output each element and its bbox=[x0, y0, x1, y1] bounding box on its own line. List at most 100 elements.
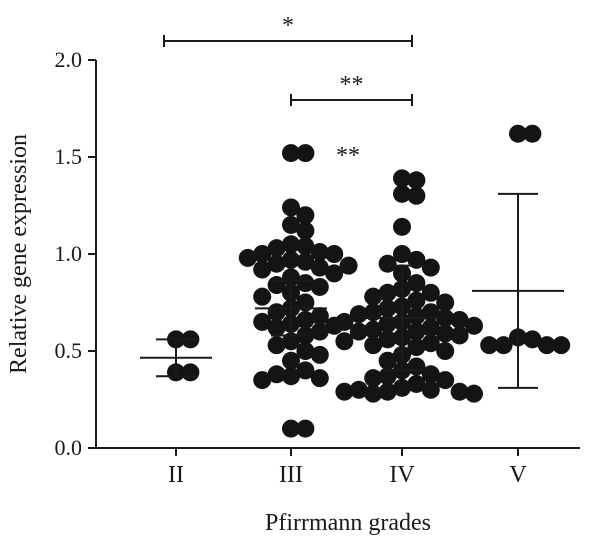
data-point bbox=[364, 384, 383, 403]
data-point bbox=[282, 367, 300, 386]
x-axis-label: Pfirrmann grades bbox=[265, 510, 431, 536]
data-point bbox=[364, 287, 383, 306]
data-point bbox=[282, 235, 300, 254]
data-point bbox=[282, 144, 300, 163]
data-point bbox=[552, 336, 571, 355]
data-point bbox=[421, 258, 440, 277]
data-point bbox=[465, 384, 483, 403]
data-point bbox=[253, 371, 272, 390]
data-point bbox=[296, 237, 315, 256]
data-point bbox=[253, 287, 272, 306]
y-tick-label: 1.5 bbox=[55, 144, 83, 169]
data-point bbox=[310, 258, 329, 277]
data-point bbox=[436, 342, 455, 360]
data-point bbox=[450, 326, 469, 345]
data-point bbox=[378, 299, 397, 318]
data-point bbox=[378, 254, 397, 273]
data-point bbox=[393, 217, 411, 236]
data-point bbox=[282, 351, 300, 370]
data-point bbox=[267, 336, 286, 355]
data-point bbox=[393, 245, 411, 263]
data-point bbox=[421, 283, 440, 302]
data-point bbox=[282, 250, 300, 269]
data-point bbox=[421, 365, 440, 384]
data-point bbox=[310, 243, 329, 262]
data-point bbox=[296, 144, 315, 163]
data-point bbox=[267, 254, 286, 273]
data-point bbox=[310, 369, 329, 388]
data-point bbox=[378, 382, 397, 401]
data-point bbox=[378, 330, 397, 349]
data-point bbox=[238, 248, 257, 267]
significance-annotations: ***** bbox=[163, 13, 413, 169]
significance-label: ** bbox=[336, 143, 360, 169]
x-tick-label: IV bbox=[389, 462, 415, 488]
data-point bbox=[349, 322, 368, 341]
data-point bbox=[325, 264, 344, 283]
data-point bbox=[509, 124, 527, 143]
data-point bbox=[407, 307, 426, 326]
data-point bbox=[407, 186, 426, 205]
data-point bbox=[282, 419, 300, 438]
y-tick-label: 1.0 bbox=[55, 241, 83, 266]
data-point bbox=[436, 371, 455, 390]
data-point bbox=[349, 305, 368, 324]
data-point bbox=[310, 307, 329, 326]
data-point bbox=[335, 382, 354, 401]
data-point bbox=[296, 342, 315, 360]
data-point bbox=[296, 419, 315, 438]
x-tick-label: III bbox=[279, 462, 303, 488]
data-point bbox=[335, 332, 354, 351]
data-point bbox=[310, 345, 329, 364]
data-point bbox=[421, 334, 440, 353]
data-point bbox=[450, 310, 469, 329]
data-point bbox=[282, 332, 300, 351]
data-point bbox=[310, 322, 329, 341]
data-point bbox=[436, 293, 455, 312]
data-point bbox=[436, 309, 455, 328]
data-point bbox=[421, 303, 440, 322]
data-point bbox=[421, 318, 440, 337]
data-point bbox=[339, 256, 358, 275]
data-point bbox=[523, 330, 542, 349]
significance-label: * bbox=[282, 13, 294, 39]
data-point bbox=[325, 245, 344, 263]
data-point bbox=[407, 338, 426, 357]
data-point bbox=[378, 314, 397, 333]
y-tick-label: 2.0 bbox=[55, 47, 83, 72]
data-point bbox=[296, 274, 315, 293]
data-point bbox=[407, 291, 426, 310]
data-point bbox=[393, 184, 411, 203]
data-point bbox=[407, 322, 426, 341]
data-point bbox=[364, 303, 383, 322]
data-point bbox=[378, 283, 397, 302]
y-axis-label: Relative gene expression bbox=[6, 134, 32, 374]
data-point bbox=[407, 171, 426, 190]
y-tick-label: 0.0 bbox=[55, 435, 83, 460]
data-point bbox=[296, 310, 315, 329]
data-marks bbox=[140, 124, 571, 438]
data-point bbox=[378, 367, 397, 386]
data-point bbox=[421, 380, 440, 399]
data-point bbox=[349, 380, 368, 399]
data-point bbox=[465, 316, 483, 335]
data-point bbox=[253, 260, 272, 279]
data-point bbox=[296, 361, 315, 380]
data-point bbox=[364, 369, 383, 388]
data-point bbox=[181, 363, 200, 382]
data-point bbox=[267, 318, 286, 337]
data-point bbox=[537, 336, 556, 355]
data-point bbox=[364, 336, 383, 355]
data-point bbox=[407, 274, 426, 293]
data-point bbox=[393, 169, 411, 188]
data-point bbox=[364, 320, 383, 339]
data-point bbox=[282, 215, 300, 234]
data-point bbox=[282, 198, 300, 217]
data-point bbox=[378, 351, 397, 370]
data-point bbox=[253, 312, 272, 331]
x-tick-label: II bbox=[168, 462, 184, 488]
data-point bbox=[407, 374, 426, 393]
data-point bbox=[296, 252, 315, 271]
significance-label: ** bbox=[340, 72, 364, 98]
